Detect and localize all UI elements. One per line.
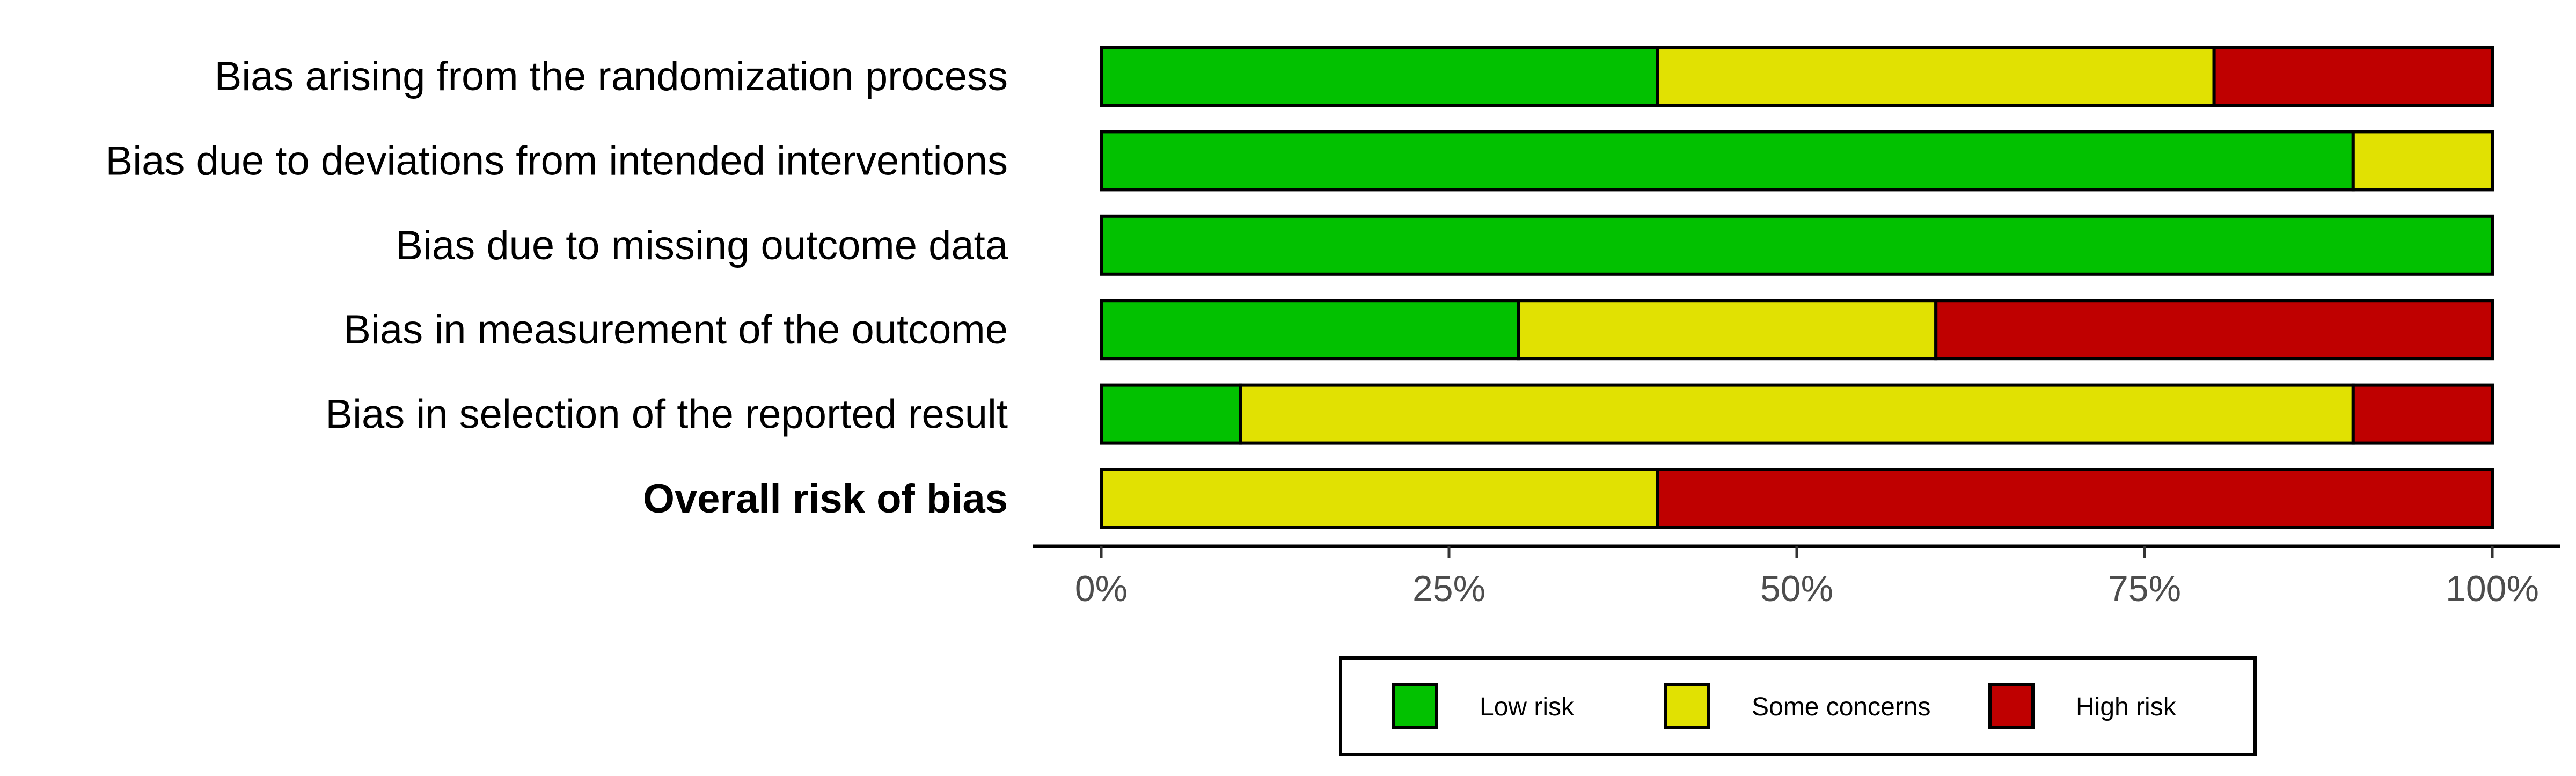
bar-segment-low-risk <box>1100 383 1242 445</box>
x-tick-label: 50% <box>1760 568 1833 609</box>
legend-box <box>1339 656 2257 756</box>
bar-segment-low-risk <box>1100 130 2355 192</box>
category-label: Bias in measurement of the outcome <box>343 307 1008 353</box>
x-tick-label: 0% <box>1075 568 1128 609</box>
legend-key-high-risk <box>1988 683 2035 729</box>
legend-label: Low risk <box>1480 693 1575 721</box>
legend-key-some-concerns <box>1664 683 1710 729</box>
category-label: Bias in selection of the reported result <box>325 392 1008 437</box>
category-label: Bias due to deviations from intended int… <box>106 138 1008 184</box>
bar-segment-some-concerns <box>1239 383 2355 445</box>
legend-key-low-risk <box>1392 683 1438 729</box>
bar-segment-high-risk <box>1934 299 2494 361</box>
bar-segment-some-concerns <box>1100 468 1659 529</box>
legend-label: Some concerns <box>1752 693 1931 721</box>
bar-segment-some-concerns <box>1517 299 1938 361</box>
category-label: Bias arising from the randomization proc… <box>215 54 1008 99</box>
x-tick-label: 75% <box>2108 568 2181 609</box>
bar-segment-low-risk <box>1100 299 1520 361</box>
bar-segment-some-concerns <box>1656 46 2216 107</box>
bar-segment-high-risk <box>2351 383 2494 445</box>
category-labels: Bias arising from the randomization proc… <box>106 54 1008 522</box>
bar-segment-low-risk <box>1100 214 2494 276</box>
x-tick-label: 100% <box>2446 568 2539 609</box>
legend: Low risk Some concerns High risk <box>1339 656 2257 756</box>
x-axis: 0% 25% 50% 75% 100% <box>1033 544 2560 609</box>
legend-label: High risk <box>2076 693 2177 721</box>
category-label: Bias due to missing outcome data <box>396 223 1008 268</box>
bar-segment-some-concerns <box>2351 130 2494 192</box>
category-label: Overall risk of bias <box>643 476 1008 522</box>
stacked-bars <box>1100 46 2494 529</box>
bar-segment-high-risk <box>2212 46 2494 107</box>
bar-segment-high-risk <box>1656 468 2494 529</box>
bar-segment-low-risk <box>1100 46 1659 107</box>
x-tick-label: 25% <box>1413 568 1485 609</box>
